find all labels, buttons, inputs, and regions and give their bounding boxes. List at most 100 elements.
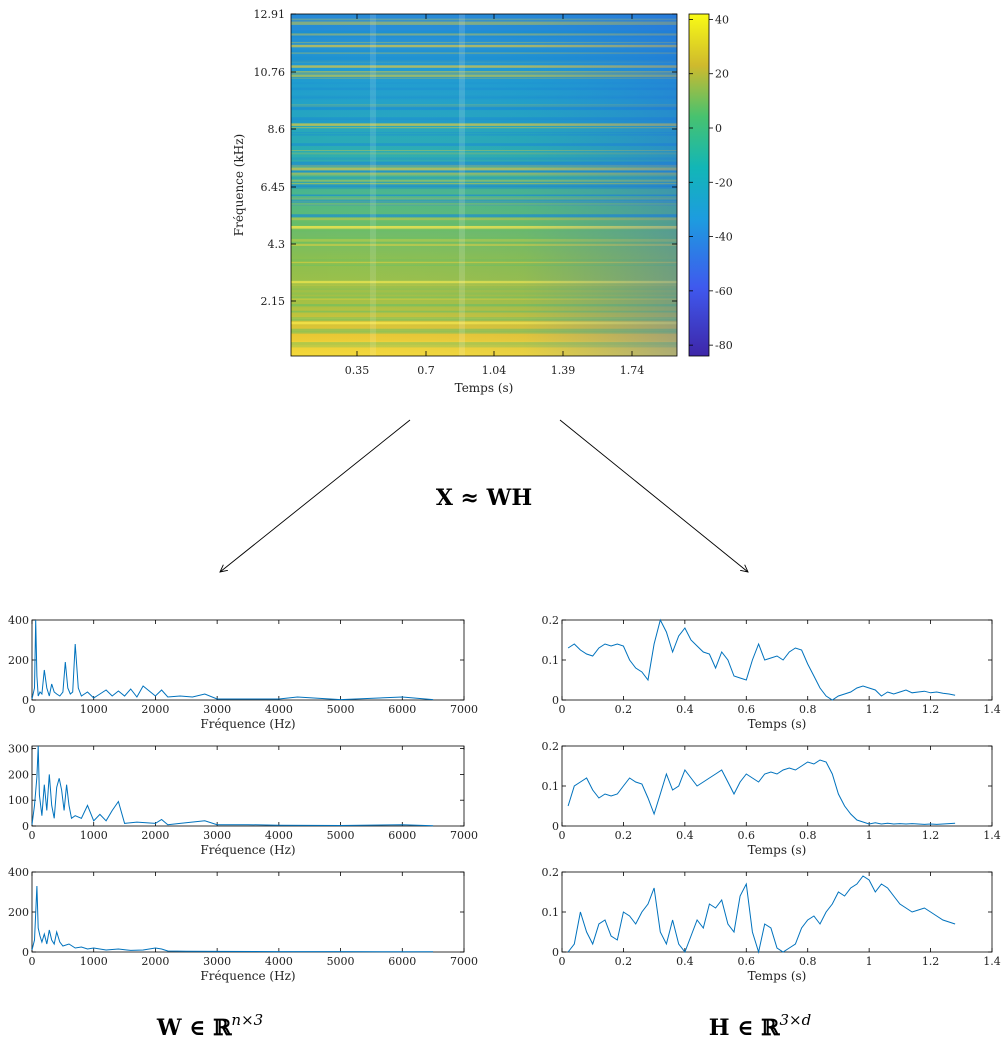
spectrogram-x-tick-label: 1.74 [620, 364, 645, 377]
y-tick-label: 200 [8, 654, 29, 667]
y-tick-label: 200 [8, 906, 29, 919]
x-tick-label: 4000 [265, 955, 293, 968]
plot-h3: 0 0.2 0.4 0.6 0.8 1 1.2 1.4 0 0.1 0.2 Temps (s) [542, 866, 1001, 983]
series-line [567, 875, 956, 954]
x-tick-label: 0.4 [676, 829, 694, 842]
y-tick-label: 0.1 [542, 780, 560, 793]
spectrogram: 2.15 4.3 6.45 8.6 10.76 12.91 0.35 0.7 1.04 1.39… [232, 8, 678, 395]
x-axis-label: Fréquence (Hz) [200, 717, 295, 731]
x-tick-label: 5000 [327, 829, 355, 842]
x-tick-label: 1.2 [922, 703, 940, 716]
x-tick-label: 3000 [203, 955, 231, 968]
y-tick-label: 0 [552, 946, 559, 959]
y-tick-label: 0.2 [542, 866, 560, 879]
x-tick-label: 0.4 [676, 703, 694, 716]
y-tick-label: 400 [8, 614, 29, 627]
x-tick-label: 7000 [450, 955, 478, 968]
y-tick-label: 300 [8, 743, 29, 756]
plot-frame [561, 871, 993, 953]
x-axis-label: Temps (s) [748, 843, 807, 857]
y-tick-label: 0 [552, 694, 559, 707]
x-tick-label: 7000 [450, 829, 478, 842]
series-line [567, 618, 956, 701]
colorbar-tick-label: 20 [715, 68, 729, 81]
x-tick-label: 5000 [327, 703, 355, 716]
y-tick-label: 0.1 [542, 654, 560, 667]
x-tick-label: 0.8 [799, 703, 817, 716]
x-tick-label: 0 [559, 955, 566, 968]
x-tick-label: 1.4 [983, 829, 1001, 842]
arrow-to-w [220, 419, 411, 572]
y-tick-label: 100 [8, 794, 29, 807]
spectrogram-y-tick-label: 4.3 [268, 238, 286, 251]
colorbar-ticks: 40 20 0 -20 -40 -60 -80 [689, 13, 733, 352]
x-tick-label: 0.4 [676, 955, 694, 968]
factorization-equation: X ≈ WH [436, 485, 532, 511]
y-tick-label: 0 [22, 820, 29, 833]
x-tick-label: 0 [559, 829, 566, 842]
x-tick-label: 4000 [265, 703, 293, 716]
colorbar-tick-label: -80 [715, 339, 733, 352]
y-tick-label: 200 [8, 768, 29, 781]
y-tick-label: 400 [8, 866, 29, 879]
spectrogram-ylabel: Fréquence (kHz) [232, 134, 246, 236]
component-plots: 0 1000 2000 3000 4000 5000 6000 70000200400Fréq… [8, 614, 1001, 983]
spectrogram-xlabel: Temps (s) [455, 381, 514, 395]
x-tick-label: 6000 [388, 829, 416, 842]
x-tick-label: 1.2 [922, 829, 940, 842]
plot-frame [31, 871, 465, 953]
y-tick-label: 0.1 [542, 906, 560, 919]
x-tick-label: 1 [866, 955, 873, 968]
spectrogram-x-tick-label: 0.7 [417, 364, 435, 377]
x-tick-label: 2000 [141, 703, 169, 716]
x-tick-label: 0 [29, 955, 36, 968]
y-tick-label: 0 [552, 820, 559, 833]
series-line [31, 619, 434, 701]
y-tick-label: 0.2 [542, 740, 560, 753]
x-tick-label: 1.4 [983, 703, 1001, 716]
x-tick-label: 4000 [265, 829, 293, 842]
x-tick-label: 0.2 [615, 955, 633, 968]
plot-frame [561, 745, 993, 827]
y-tick-label: 0 [22, 946, 29, 959]
x-tick-label: 3000 [203, 703, 231, 716]
plot-frame [31, 745, 465, 827]
y-tick-label: 0 [22, 694, 29, 707]
plot-frame [31, 619, 465, 701]
spectrogram-x-ticks: 0.35 0.7 1.04 1.39 1.74 [345, 14, 645, 377]
colorbar-tick-label: 40 [715, 13, 729, 26]
x-tick-label: 1 [866, 703, 873, 716]
x-tick-label: 1.4 [983, 955, 1001, 968]
spectrogram-y-ticks: 2.15 4.3 6.45 8.6 10.76 12.91 [254, 8, 677, 308]
x-tick-label: 0.6 [738, 955, 756, 968]
x-axis-label: Temps (s) [748, 969, 807, 983]
colorbar-tick-label: -20 [715, 176, 733, 189]
spectrogram-y-tick-label: 2.15 [261, 295, 286, 308]
series-line [31, 885, 434, 953]
x-tick-label: 1000 [80, 703, 108, 716]
series-line [567, 759, 956, 825]
x-axis-label: Temps (s) [748, 717, 807, 731]
plot-h2: 0 0.2 0.4 0.6 0.8 1 1.2 1.4 0 0.1 0.2 Temps (s) [542, 740, 1001, 857]
spectrogram-y-tick-label: 10.76 [254, 66, 286, 79]
spectrogram-x-tick-label: 0.35 [345, 364, 370, 377]
x-tick-label: 0 [559, 703, 566, 716]
w-space-label: W ∈ ℝn×3 [156, 1011, 263, 1041]
plot-w1: 0 1000 2000 3000 4000 5000 6000 7000 0 200 400 Fréq… [8, 614, 478, 731]
spectrogram-x-tick-label: 1.39 [551, 364, 576, 377]
colorbar-tick-label: 0 [715, 122, 722, 135]
colorbar-tick-label: -60 [715, 285, 733, 298]
x-tick-label: 1000 [80, 829, 108, 842]
x-tick-label: 0.8 [799, 955, 817, 968]
x-tick-label: 5000 [327, 955, 355, 968]
plot-frame [561, 619, 993, 701]
h-space-label: H ∈ ℝ3×d [709, 1011, 811, 1041]
arrow-to-h [559, 419, 748, 572]
x-tick-label: 0.2 [615, 829, 633, 842]
x-tick-label: 0.6 [738, 829, 756, 842]
x-tick-label: 1.2 [922, 955, 940, 968]
x-tick-label: 2000 [141, 955, 169, 968]
x-tick-label: 0.6 [738, 703, 756, 716]
x-tick-label: 0.8 [799, 829, 817, 842]
